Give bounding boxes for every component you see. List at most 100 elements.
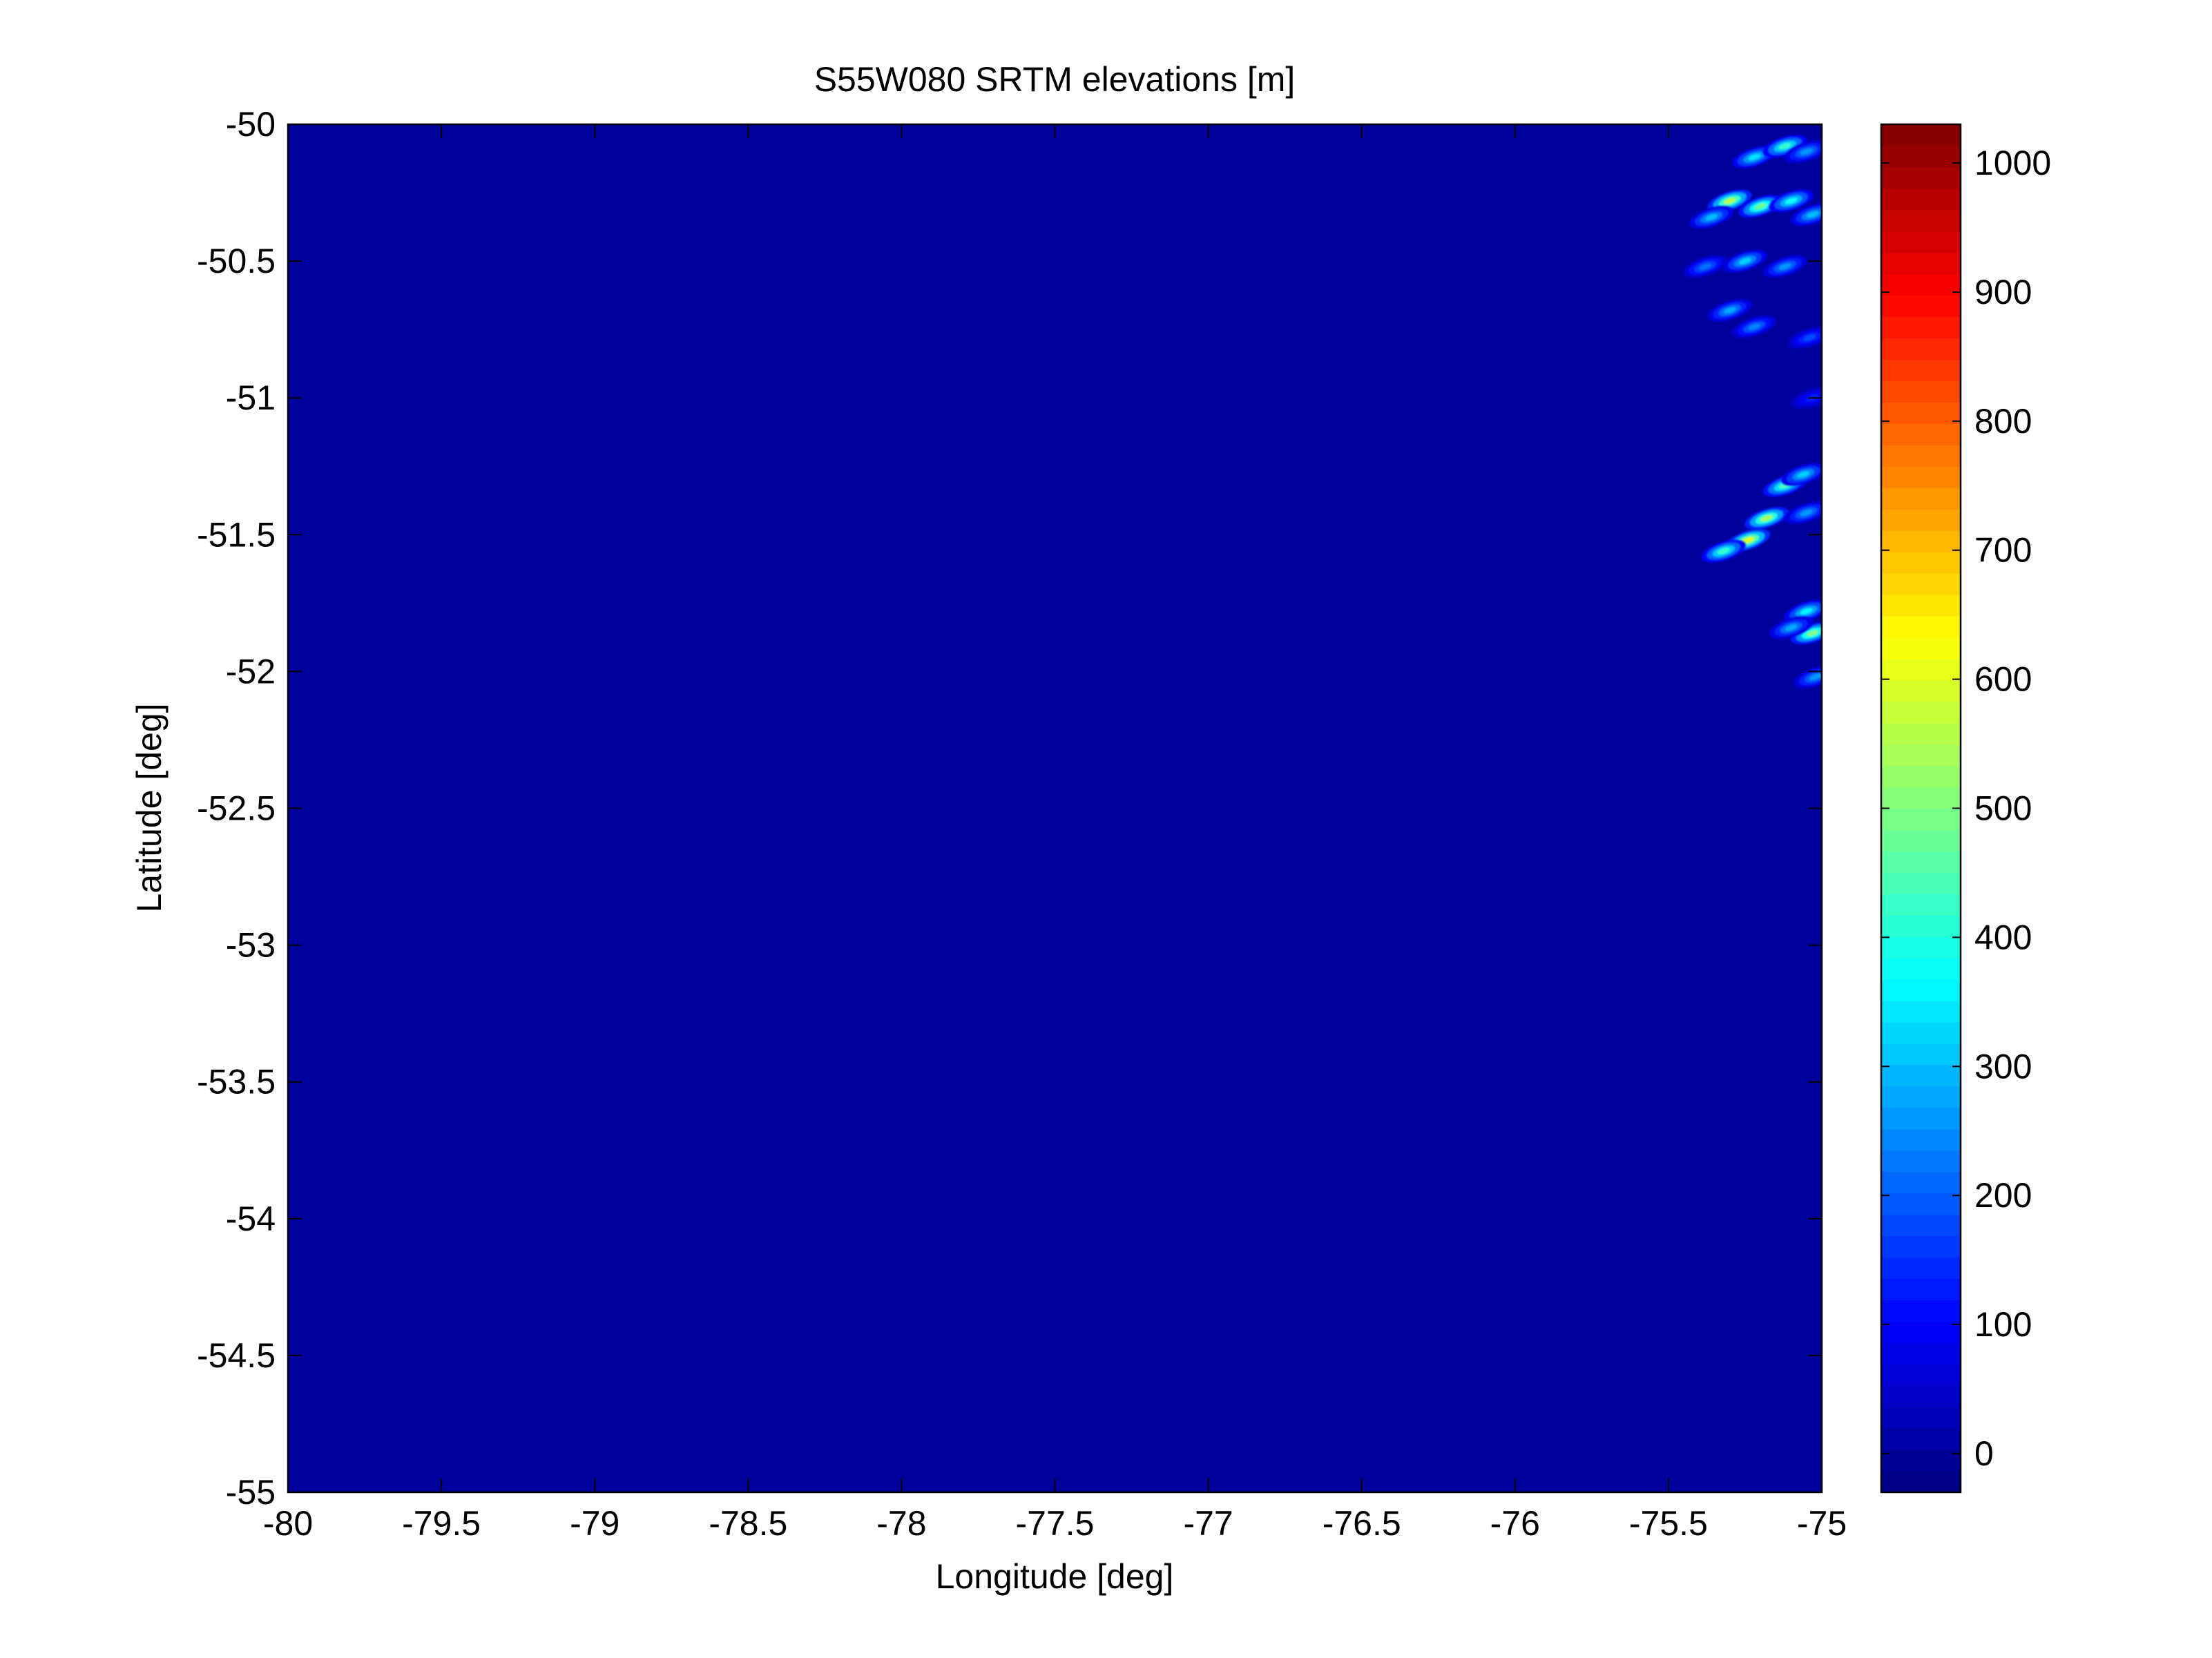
terrain-ridge	[1723, 197, 1736, 204]
x-tick-label: -75	[1797, 1504, 1847, 1543]
terrain-patch	[1790, 621, 1822, 645]
colorbar-band	[1881, 744, 1961, 767]
colorbar-band	[1881, 445, 1961, 467]
colorbar-band	[1881, 1064, 1961, 1087]
colorbar-band	[1881, 552, 1961, 574]
terrain-patch	[1769, 616, 1814, 639]
terrain-ridge	[1785, 624, 1798, 631]
colorbar-band	[1881, 1022, 1961, 1044]
colorbar: 0 100 200 300 400 500 600 700 800 900 1000	[1880, 123, 2051, 1494]
terrain-patch	[1707, 299, 1752, 322]
terrain-patch	[1784, 140, 1822, 163]
colorbar-band	[1881, 252, 1961, 275]
colorbar-band	[1881, 979, 1961, 1001]
colorbar-tick-label: 900	[1974, 273, 2032, 311]
colorbar-band	[1881, 658, 1961, 681]
colorbar-band	[1881, 594, 1961, 617]
x-axis-ticks: -80 -79.5 -79 -78.5 -78 -77.5 -77 -76.5 -76 -75.5…	[263, 124, 1847, 1543]
terrain-patch	[1701, 539, 1746, 563]
colorbar-band	[1881, 765, 1961, 788]
colorbar-band	[1881, 573, 1961, 595]
terrain-patch	[1732, 315, 1777, 338]
colorbar-band	[1881, 1278, 1961, 1301]
terrain-ridge	[1717, 548, 1730, 555]
colorbar-band	[1881, 808, 1961, 831]
colorbar-band	[1881, 1043, 1961, 1066]
terrain-patch	[1787, 326, 1822, 349]
terrain-ridge	[1809, 673, 1822, 680]
terrain-patch	[1762, 255, 1807, 278]
colorbar-band	[1881, 1107, 1961, 1130]
colorbar-band	[1881, 488, 1961, 510]
colorbar-band	[1881, 722, 1961, 745]
terrain-ridge	[1723, 307, 1736, 314]
x-axis-label: Longitude [deg]	[936, 1557, 1174, 1596]
colorbar-band	[1881, 1257, 1961, 1280]
terrain-patch	[1762, 135, 1807, 158]
colorbar-band	[1881, 936, 1961, 958]
colorbar-tick-label: 200	[1974, 1176, 2032, 1215]
colorbar-band	[1881, 829, 1961, 852]
colorbar-band	[1881, 894, 1961, 916]
colorbar-tick-label: 600	[1974, 660, 2032, 699]
y-tick-label: -51.5	[197, 515, 276, 554]
colorbar-band	[1881, 1086, 1961, 1108]
y-tick-label: -53.5	[197, 1063, 276, 1101]
terrain-patch	[1769, 189, 1814, 213]
x-tick-label: -75.5	[1629, 1504, 1708, 1543]
colorbar-band	[1881, 1407, 1961, 1429]
colorbar-band	[1881, 1449, 1961, 1472]
terrain-ridge	[1760, 514, 1773, 522]
terrain-ridge	[1778, 263, 1791, 270]
y-tick-label: -52.5	[197, 789, 276, 828]
colorbar-tick-label: 800	[1974, 402, 2032, 441]
colorbar-tick-label: 700	[1974, 531, 2032, 570]
plot-area	[287, 123, 1823, 1494]
terrain-patch	[1738, 195, 1783, 218]
colorbar-tick-label: 300	[1974, 1047, 2032, 1086]
colorbar-band	[1881, 209, 1961, 232]
colorbar-band	[1881, 1300, 1961, 1322]
colorbar-band	[1881, 402, 1961, 424]
colorbar-ticks: 0 100 200 300 400 500 600 700 800 900 1000	[1881, 144, 2051, 1473]
terrain-ridge	[1800, 608, 1813, 615]
terrain-patch	[1790, 203, 1822, 226]
colorbar-tick-label: 500	[1974, 789, 2032, 828]
colorbar-band	[1881, 124, 1961, 146]
y-axis-label: Latitude [deg]	[130, 703, 169, 912]
colorbar-band	[1881, 1171, 1961, 1194]
terrain-patch	[1781, 463, 1822, 486]
terrain-ridge	[1806, 211, 1819, 218]
terrain-ridge	[1778, 143, 1791, 150]
elevation-heatmap-background	[288, 124, 1822, 1492]
colorbar-band	[1881, 1385, 1961, 1407]
terrain-ridge	[1800, 510, 1813, 517]
colorbar-band	[1881, 166, 1961, 189]
colorbar-band	[1881, 787, 1961, 809]
y-tick-label: -54	[226, 1199, 276, 1238]
x-tick-label: -76	[1490, 1504, 1540, 1543]
x-tick-label: -80	[263, 1504, 313, 1543]
y-tick-label: -50	[226, 105, 276, 144]
terrain-ridge	[1739, 258, 1751, 264]
terrain-patch	[1683, 255, 1728, 278]
colorbar-band	[1881, 295, 1961, 318]
colorbar-band	[1881, 1342, 1961, 1365]
y-tick-label: -51	[226, 378, 276, 417]
colorbar-band	[1881, 1471, 1961, 1493]
colorbar-band	[1881, 509, 1961, 531]
terrain-ridge	[1785, 197, 1798, 204]
terrain-ridge	[1699, 263, 1712, 270]
colorbar-band	[1881, 1128, 1961, 1151]
colorbar-band	[1881, 701, 1961, 724]
x-tick-label: -79.5	[402, 1504, 481, 1543]
colorbar-band	[1881, 423, 1961, 445]
x-tick-label: -78	[876, 1504, 926, 1543]
colorbar-band	[1881, 915, 1961, 937]
terrain-patch	[1689, 206, 1734, 229]
y-axis-ticks: -50 -50.5 -51 -51.5 -52 -52.5 -53 -53.5 -54 -54.5…	[197, 105, 1822, 1512]
colorbar-band	[1881, 958, 1961, 980]
terrain-ridge	[1748, 153, 1761, 161]
colorbar-band	[1881, 145, 1961, 168]
